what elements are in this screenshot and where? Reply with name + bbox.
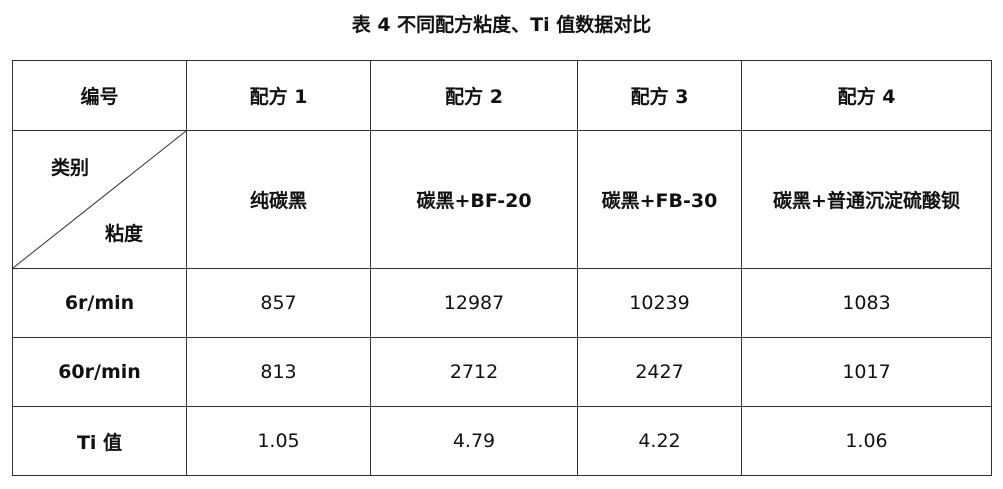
- table-title: 表 4 不同配方粘度、Ti 值数据对比: [351, 14, 652, 36]
- row-label: 60r/min: [12, 337, 187, 407]
- table-row: Ti 值 1.05 4.79 4.22 1.06: [12, 406, 992, 476]
- header-row: 编号 配方 1 配方 2 配方 3 配方 4: [12, 60, 992, 131]
- cell: 813: [186, 337, 371, 407]
- category-cell: 碳黑+FB-30: [577, 130, 742, 269]
- category-row: 类别 粘度 纯碳黑 碳黑+BF-20 碳黑+FB-30 碳黑+普通沉淀硫酸钡: [12, 130, 992, 269]
- cell: 857: [186, 268, 371, 338]
- cell: 2712: [370, 337, 578, 407]
- header-formula-4: 配方 4: [741, 60, 992, 131]
- table-row: 60r/min 813 2712 2427 1017: [12, 337, 992, 407]
- table-row: 6r/min 857 12987 10239 1083: [12, 268, 992, 338]
- category-cell: 碳黑+BF-20: [370, 130, 578, 269]
- category-cell: 碳黑+普通沉淀硫酸钡: [741, 130, 992, 269]
- diag-bottom-label: 粘度: [105, 223, 144, 245]
- comparison-table: 编号 配方 1 配方 2 配方 3 配方 4 类别 粘度 纯碳黑 碳黑+BF-2…: [12, 60, 992, 476]
- header-formula-3: 配方 3: [577, 60, 742, 131]
- cell: 1083: [741, 268, 992, 338]
- cell: 1.05: [186, 406, 371, 476]
- cell: 12987: [370, 268, 578, 338]
- cell: 1017: [741, 337, 992, 407]
- cell: 1.06: [741, 406, 992, 476]
- row-label: 6r/min: [12, 268, 187, 338]
- cell: 10239: [577, 268, 742, 338]
- category-cell: 纯碳黑: [186, 130, 371, 269]
- header-formula-1: 配方 1: [186, 60, 371, 131]
- header-label: 编号: [12, 60, 187, 131]
- diag-top-label: 类别: [51, 157, 90, 179]
- row-label: Ti 值: [12, 406, 187, 476]
- header-formula-2: 配方 2: [370, 60, 578, 131]
- cell: 4.79: [370, 406, 578, 476]
- cell: 2427: [577, 337, 742, 407]
- diagonal-header-cell: 类别 粘度: [12, 130, 187, 269]
- diagonal-line: [13, 131, 186, 268]
- cell: 4.22: [577, 406, 742, 476]
